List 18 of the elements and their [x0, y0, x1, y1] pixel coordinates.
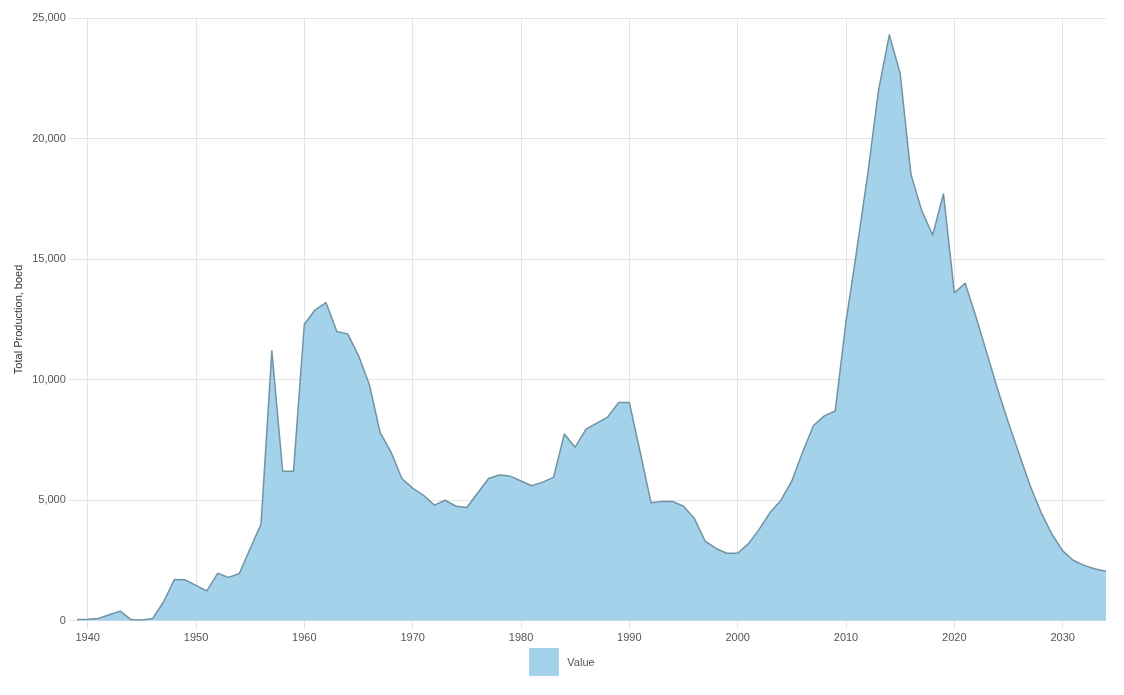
x-tick-label: 1980	[508, 631, 534, 644]
x-tick-label: 1960	[292, 631, 317, 644]
y-tick-label: 15,000	[32, 252, 66, 265]
x-tick-label: 2020	[942, 631, 967, 644]
x-tick-label: 2000	[725, 631, 750, 644]
x-tick-label: 1940	[75, 631, 100, 644]
y-tick-label: 10,000	[32, 372, 66, 385]
x-tick-label: 2030	[1050, 631, 1075, 644]
y-tick-label: 20,000	[32, 131, 66, 144]
y-tick-label: 0	[59, 613, 66, 626]
text: Value	[567, 656, 595, 668]
y-tick-label: 25,000	[32, 11, 66, 24]
y-tick-label: 5,000	[38, 493, 66, 506]
x-tick-label: 1970	[400, 631, 425, 644]
x-tick-label: 1950	[183, 631, 209, 644]
x-tick-label: 2010	[833, 631, 859, 644]
x-tick-label: 1990	[617, 631, 642, 644]
y-axis-title: Total Production, boed	[11, 264, 24, 375]
